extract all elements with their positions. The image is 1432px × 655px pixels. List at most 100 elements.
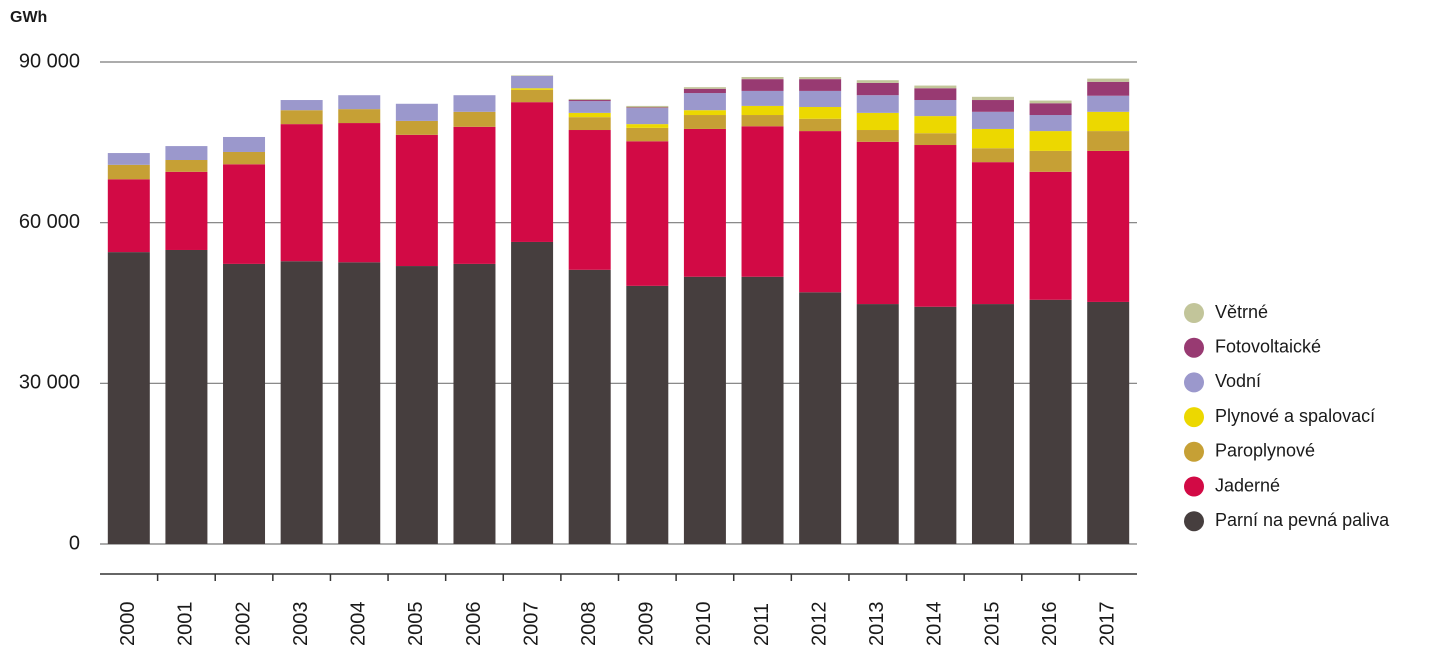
bar-segment	[799, 131, 842, 293]
bar-segment	[165, 160, 208, 172]
bar-segment	[223, 136, 266, 152]
bar-segment	[107, 179, 150, 253]
bar-segment	[971, 162, 1014, 305]
bar-segment	[107, 153, 150, 165]
bar-segment	[626, 107, 669, 109]
bar-segment	[568, 98, 611, 101]
bar-segment	[568, 269, 611, 544]
bar-segment	[338, 109, 381, 124]
legend-marker	[1184, 441, 1204, 462]
bar-segment	[1029, 115, 1072, 132]
x-tick-label: 2009	[636, 602, 658, 647]
bar-segment	[914, 116, 957, 134]
bar-segment	[395, 103, 438, 121]
bar-segment	[626, 105, 669, 108]
bar-segment	[568, 130, 611, 270]
bar-segment	[683, 276, 726, 544]
legend-marker	[1184, 476, 1204, 497]
bar-segment	[914, 145, 957, 307]
bar-segment	[395, 120, 438, 135]
bar-segment	[799, 292, 842, 544]
bar-segment	[683, 87, 726, 89]
x-tick-label: 2000	[117, 602, 139, 647]
bar-segment	[683, 115, 726, 129]
bar-segment	[799, 79, 842, 91]
bar-segment	[338, 262, 381, 544]
legend-marker	[1184, 303, 1204, 323]
bar-segment	[856, 304, 899, 544]
bar-segment	[971, 128, 1014, 149]
bar-segment	[1087, 111, 1130, 132]
legend-label: Větrné	[1215, 302, 1268, 322]
legend-label: Paroplynové	[1215, 441, 1315, 461]
bar-segment	[741, 115, 784, 127]
bar-segment	[165, 146, 208, 161]
bar-segment	[856, 130, 899, 142]
x-tick-label: 2007	[520, 602, 542, 647]
legend-marker	[1184, 372, 1204, 393]
x-tick-label: 2002	[232, 602, 254, 647]
x-tick-label: 2004	[348, 602, 370, 647]
x-tick-label: 2008	[578, 602, 600, 647]
bar-segment	[971, 111, 1014, 129]
x-tick-label: 2012	[808, 602, 830, 647]
bar-segment	[511, 241, 554, 545]
legend-label: Vodní	[1215, 371, 1261, 391]
bar-segment	[568, 112, 611, 118]
bar-segment	[1087, 131, 1130, 151]
bar-segment	[1029, 100, 1072, 104]
bar-segment	[1029, 150, 1072, 172]
bar-segment	[165, 249, 208, 545]
bar-segment	[280, 100, 323, 111]
x-tick-label: 2014	[924, 602, 946, 647]
bar-segment	[856, 82, 899, 96]
bar-segment	[741, 90, 784, 106]
bar-segment	[1087, 301, 1130, 544]
bar-segment	[626, 108, 669, 125]
bar-segment	[453, 263, 496, 544]
bar-segment	[107, 252, 150, 544]
bar-segment	[626, 141, 669, 286]
bar-segment	[223, 164, 266, 264]
bar-segment	[971, 148, 1014, 163]
bar-segment	[280, 261, 323, 544]
bar-segment	[1087, 150, 1130, 302]
x-tick-label: 2001	[175, 602, 197, 647]
bar-segment	[1029, 131, 1072, 151]
bar-segment	[971, 100, 1014, 112]
bar-segment	[568, 117, 611, 131]
bar-segment	[1087, 81, 1130, 96]
bar-segment	[799, 76, 842, 80]
bar-segment	[395, 134, 438, 267]
bar-segment	[914, 306, 957, 544]
x-tick-label: 2003	[290, 602, 312, 647]
bar-segment	[568, 101, 611, 113]
y-tick-label: 90 000	[19, 50, 80, 72]
bar-segment	[1029, 299, 1072, 544]
x-tick-label: 2017	[1096, 602, 1118, 647]
bar-segment	[511, 88, 554, 90]
bar-segment	[511, 89, 554, 103]
bar-segment	[453, 95, 496, 112]
bar-segment	[511, 75, 554, 76]
bar-segment	[511, 75, 554, 89]
bar-segment	[799, 90, 842, 107]
bar-segment	[683, 128, 726, 277]
bar-segment	[683, 93, 726, 111]
bar-segment	[741, 79, 784, 91]
bar-segment	[1029, 171, 1072, 300]
x-tick-label: 2015	[981, 602, 1003, 647]
bar-segment	[511, 102, 554, 242]
bar-segment	[1087, 78, 1130, 82]
bar-segment	[626, 127, 669, 142]
bar-segment	[453, 126, 496, 264]
bar-segment	[280, 110, 323, 125]
legend-marker	[1184, 337, 1204, 358]
bar-segment	[856, 141, 899, 305]
bar-segment	[683, 110, 726, 116]
bar-segment	[741, 126, 784, 277]
bar-segment	[741, 276, 784, 544]
y-tick-label: 30 000	[19, 372, 80, 394]
bar-segment	[856, 112, 899, 131]
